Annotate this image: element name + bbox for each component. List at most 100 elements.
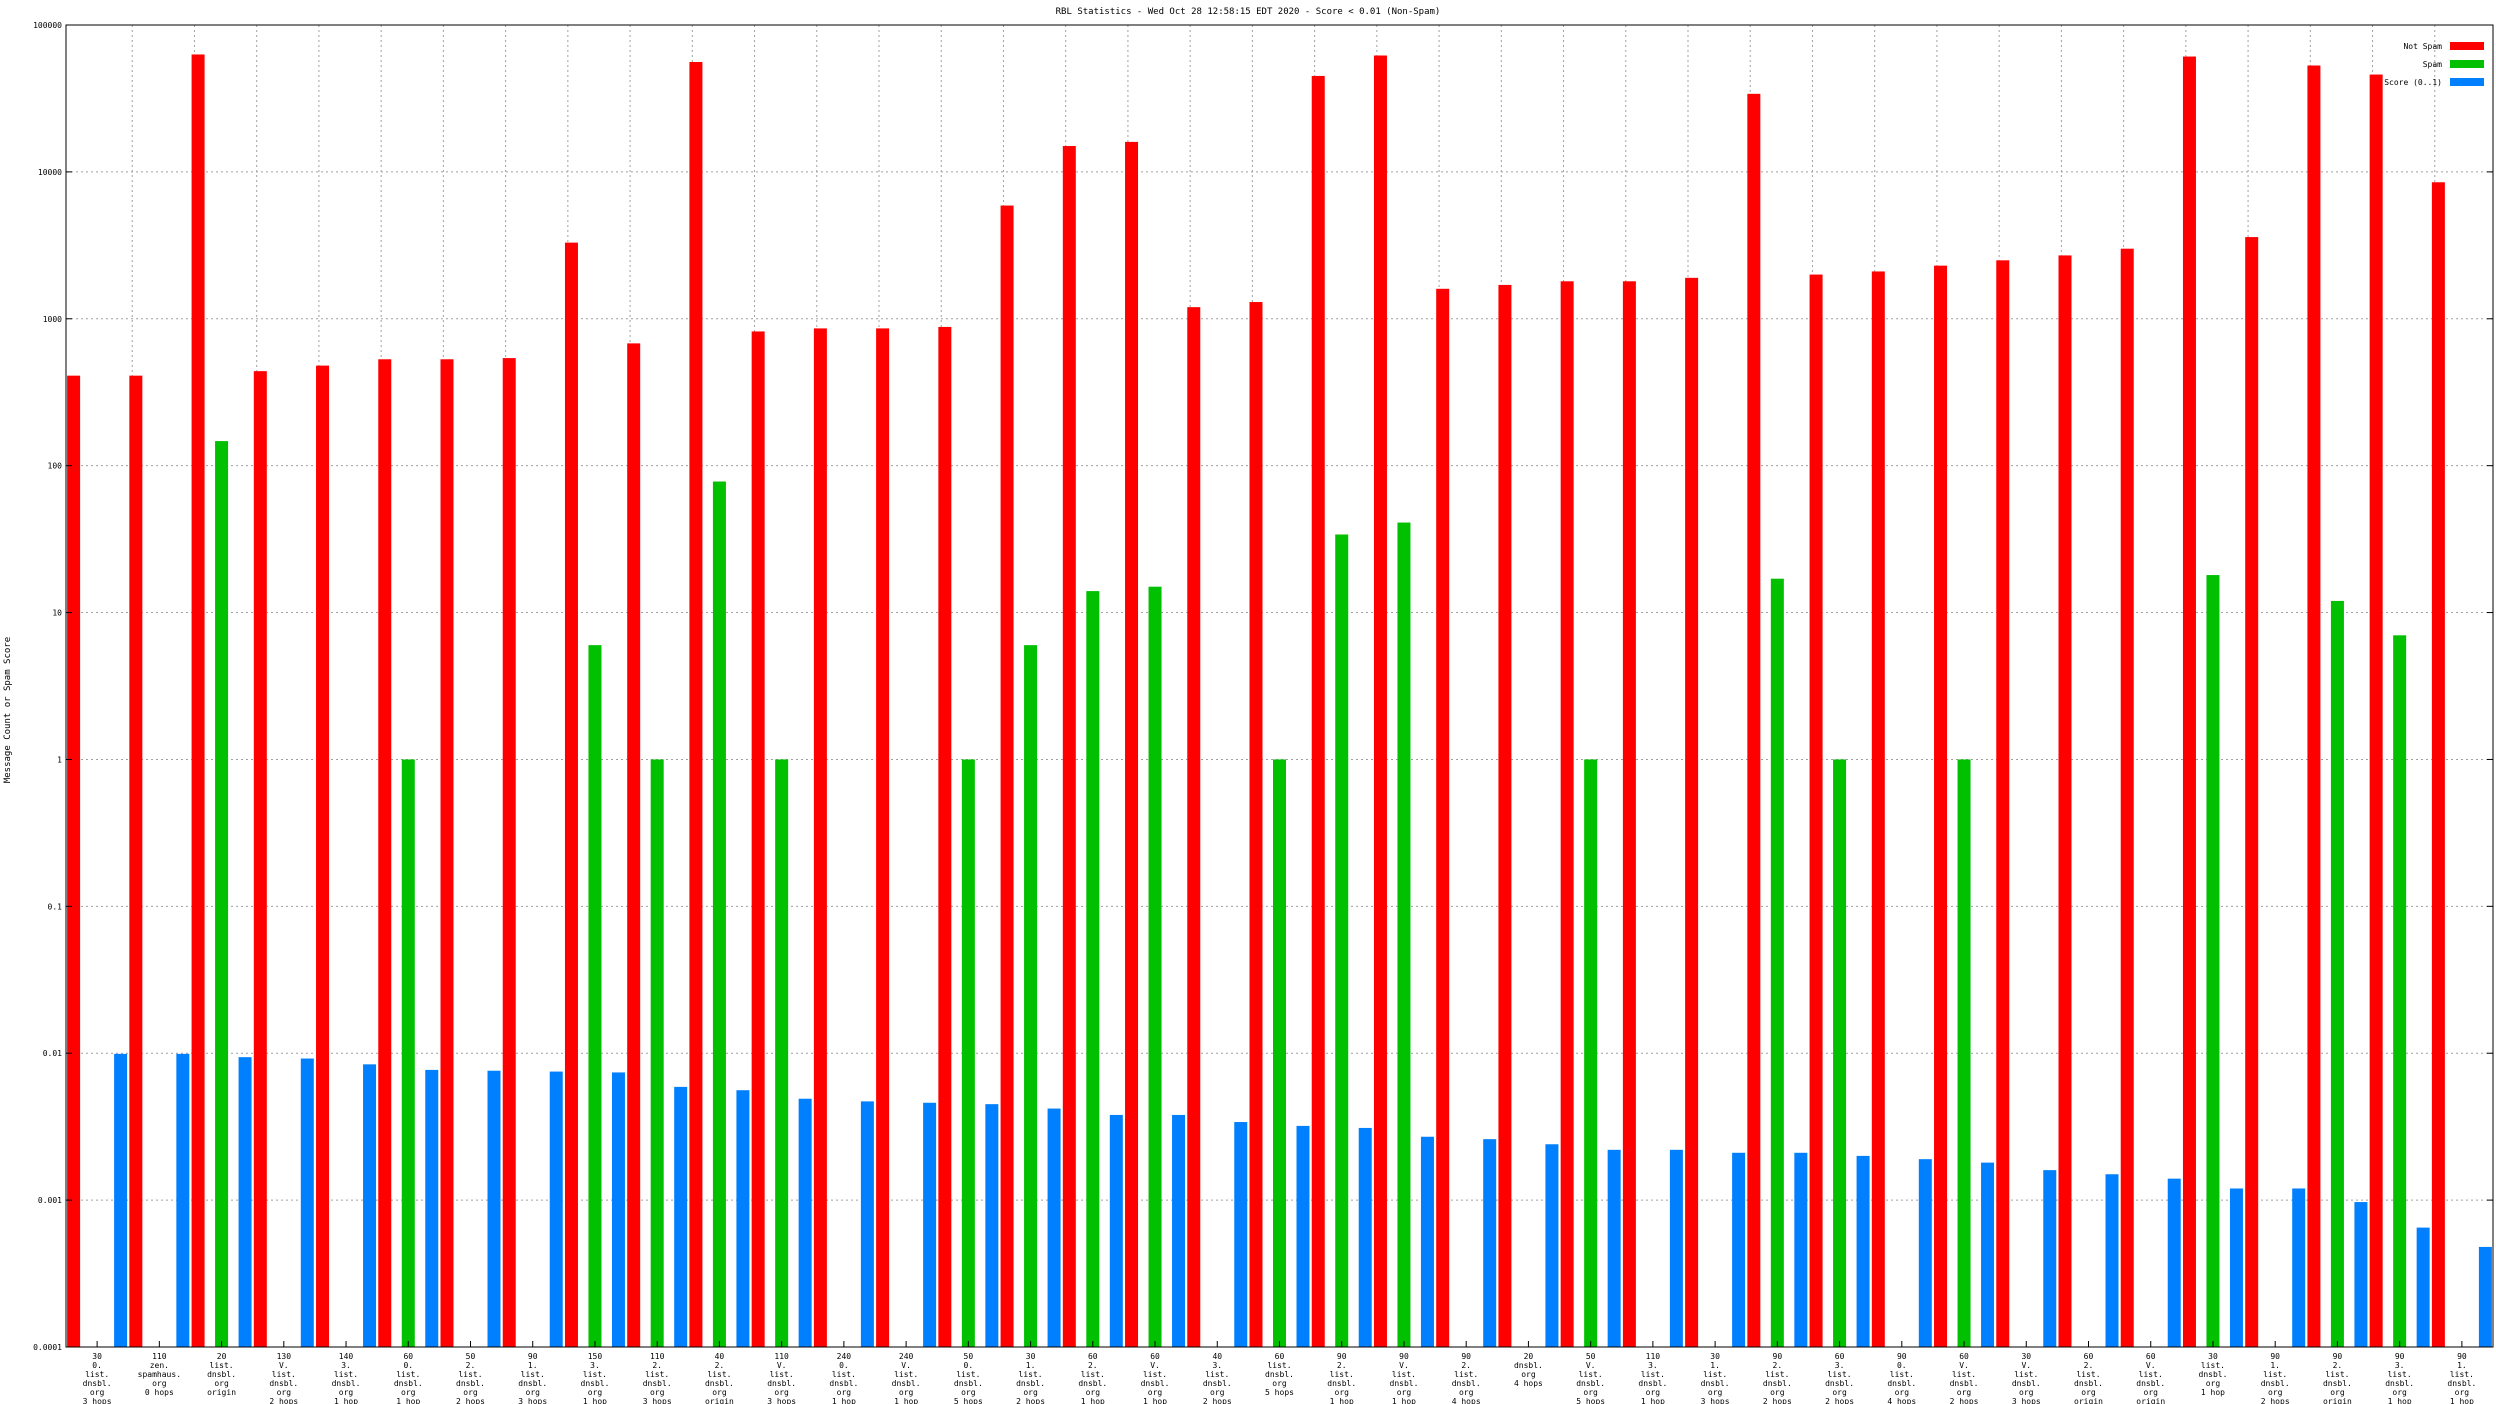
x-category-label: 3. bbox=[590, 1361, 600, 1370]
x-category-label: 2 hops bbox=[1016, 1397, 1045, 1404]
x-category-label: dnsbl. bbox=[1887, 1379, 1916, 1388]
x-category-label: org bbox=[526, 1388, 541, 1397]
legend-label: Score (0..1) bbox=[2384, 78, 2442, 87]
score-bar bbox=[1172, 1114, 1186, 1347]
x-category-label: 110 bbox=[774, 1352, 789, 1361]
x-category-label: org bbox=[152, 1379, 167, 1388]
legend-label: Not Spam bbox=[2403, 42, 2442, 51]
x-category-label: 90 bbox=[1461, 1352, 1471, 1361]
bars bbox=[67, 54, 2492, 1348]
not-spam-bar bbox=[1125, 141, 1139, 1348]
spam-bar bbox=[215, 441, 229, 1347]
not-spam-bar bbox=[440, 359, 454, 1348]
not-spam-bar bbox=[502, 358, 516, 1347]
x-category-label: list. bbox=[458, 1370, 482, 1379]
x-category-label: org bbox=[1148, 1388, 1163, 1397]
x-category-label: 1 hop bbox=[1081, 1397, 1105, 1404]
x-category-label: spamhaus. bbox=[138, 1370, 181, 1379]
score-bar bbox=[1420, 1136, 1434, 1347]
x-category-label: 2 hops bbox=[1825, 1397, 1854, 1404]
x-category-label: org bbox=[1459, 1388, 1474, 1397]
y-axis-ticks: 0.0001 0.001 0.01 0.1 1 10 100 1000 10000 100000 bbox=[33, 21, 2493, 1352]
x-category-label: origin bbox=[2074, 1397, 2103, 1404]
x-category-label: org bbox=[774, 1388, 789, 1397]
x-category-label: 1 hop bbox=[832, 1397, 856, 1404]
x-category-label: dnsbl. bbox=[1576, 1379, 1605, 1388]
x-category-label: 60 bbox=[1959, 1352, 1969, 1361]
spam-bar bbox=[588, 645, 602, 1347]
x-category-label: 2. bbox=[1088, 1361, 1098, 1370]
not-spam-bar bbox=[1436, 288, 1450, 1348]
x-category-label: V. bbox=[279, 1361, 289, 1370]
x-category-label: 2 hops bbox=[2261, 1397, 2290, 1404]
x-category-label: 110 bbox=[152, 1352, 167, 1361]
x-category-label: dnsbl. bbox=[829, 1379, 858, 1388]
x-category-label: org bbox=[277, 1388, 292, 1397]
x-category-label: V. bbox=[1586, 1361, 1596, 1370]
legend-swatch bbox=[2450, 42, 2484, 50]
x-category-label: origin bbox=[705, 1397, 734, 1404]
not-spam-bar bbox=[1871, 271, 1885, 1347]
score-bar bbox=[238, 1057, 252, 1347]
x-category-label: list. bbox=[1081, 1370, 1105, 1379]
x-category-label: 2. bbox=[715, 1361, 725, 1370]
y-axis-label: Message Count or Spam Score bbox=[3, 637, 13, 783]
spam-bar bbox=[961, 759, 975, 1347]
spam-bar bbox=[1770, 578, 1784, 1347]
x-category-label: 30 bbox=[1026, 1352, 1036, 1361]
x-category-label: origin bbox=[207, 1388, 236, 1397]
score-bar bbox=[674, 1086, 688, 1347]
x-category-label: 3. bbox=[341, 1361, 351, 1370]
score-bar bbox=[1483, 1139, 1497, 1347]
x-category-label: 110 bbox=[650, 1352, 665, 1361]
x-category-label: V. bbox=[1959, 1361, 1969, 1370]
y-tick-label: 10 bbox=[52, 609, 62, 618]
score-bar bbox=[1545, 1144, 1559, 1347]
x-category-label: org bbox=[961, 1388, 976, 1397]
x-category-label: 0. bbox=[839, 1361, 849, 1370]
x-category-label: dnsbl. bbox=[1638, 1379, 1667, 1388]
x-category-label: org bbox=[2019, 1388, 2034, 1397]
x-category-label: 2 hops bbox=[1763, 1397, 1792, 1404]
x-category-label: dnsbl. bbox=[269, 1379, 298, 1388]
legend-label: Spam bbox=[2423, 60, 2442, 69]
x-category-label: org bbox=[712, 1388, 727, 1397]
score-bar bbox=[2105, 1174, 2119, 1347]
score-bar bbox=[1358, 1127, 1372, 1347]
spam-bar bbox=[1584, 759, 1598, 1347]
not-spam-bar bbox=[129, 375, 143, 1347]
x-category-label: 2. bbox=[1337, 1361, 1347, 1370]
x-category-label: 2. bbox=[652, 1361, 662, 1370]
x-category-label: 1. bbox=[2457, 1361, 2467, 1370]
x-category-label: list. bbox=[894, 1370, 918, 1379]
x-category-label: list. bbox=[645, 1370, 669, 1379]
not-spam-bar bbox=[1311, 75, 1325, 1348]
x-category-label: org bbox=[2455, 1388, 2470, 1397]
x-category-label: 90 bbox=[1897, 1352, 1907, 1361]
score-bar bbox=[1109, 1114, 1123, 1347]
x-category-label: 3. bbox=[1835, 1361, 1845, 1370]
x-category-label: list. bbox=[2201, 1361, 2225, 1370]
x-category-label: list. bbox=[1454, 1370, 1478, 1379]
spam-bar bbox=[712, 481, 726, 1347]
x-category-label: org bbox=[837, 1388, 852, 1397]
x-category-label: list. bbox=[210, 1361, 234, 1370]
legend: Not Spam Spam Score (0..1) bbox=[2384, 42, 2484, 87]
x-category-label: 20 bbox=[217, 1352, 227, 1361]
x-category-label: 3. bbox=[1212, 1361, 1222, 1370]
x-category-label: dnsbl. bbox=[83, 1379, 112, 1388]
score-bar bbox=[114, 1053, 128, 1347]
x-category-label: org bbox=[1397, 1388, 1412, 1397]
x-category-label: dnsbl. bbox=[1265, 1370, 1294, 1379]
x-category-label: org bbox=[2081, 1388, 2096, 1397]
x-category-label: org bbox=[1335, 1388, 1350, 1397]
x-category-label: list. bbox=[956, 1370, 980, 1379]
x-category-label: dnsbl. bbox=[892, 1379, 921, 1388]
score-bar bbox=[2292, 1188, 2306, 1347]
not-spam-bar bbox=[378, 359, 392, 1348]
x-category-label: list. bbox=[1641, 1370, 1665, 1379]
score-bar bbox=[985, 1104, 999, 1347]
x-category-label: 1 hop bbox=[1330, 1397, 1354, 1404]
y-tick-label: 0.1 bbox=[48, 902, 63, 911]
x-category-label: 1 hop bbox=[334, 1397, 358, 1404]
